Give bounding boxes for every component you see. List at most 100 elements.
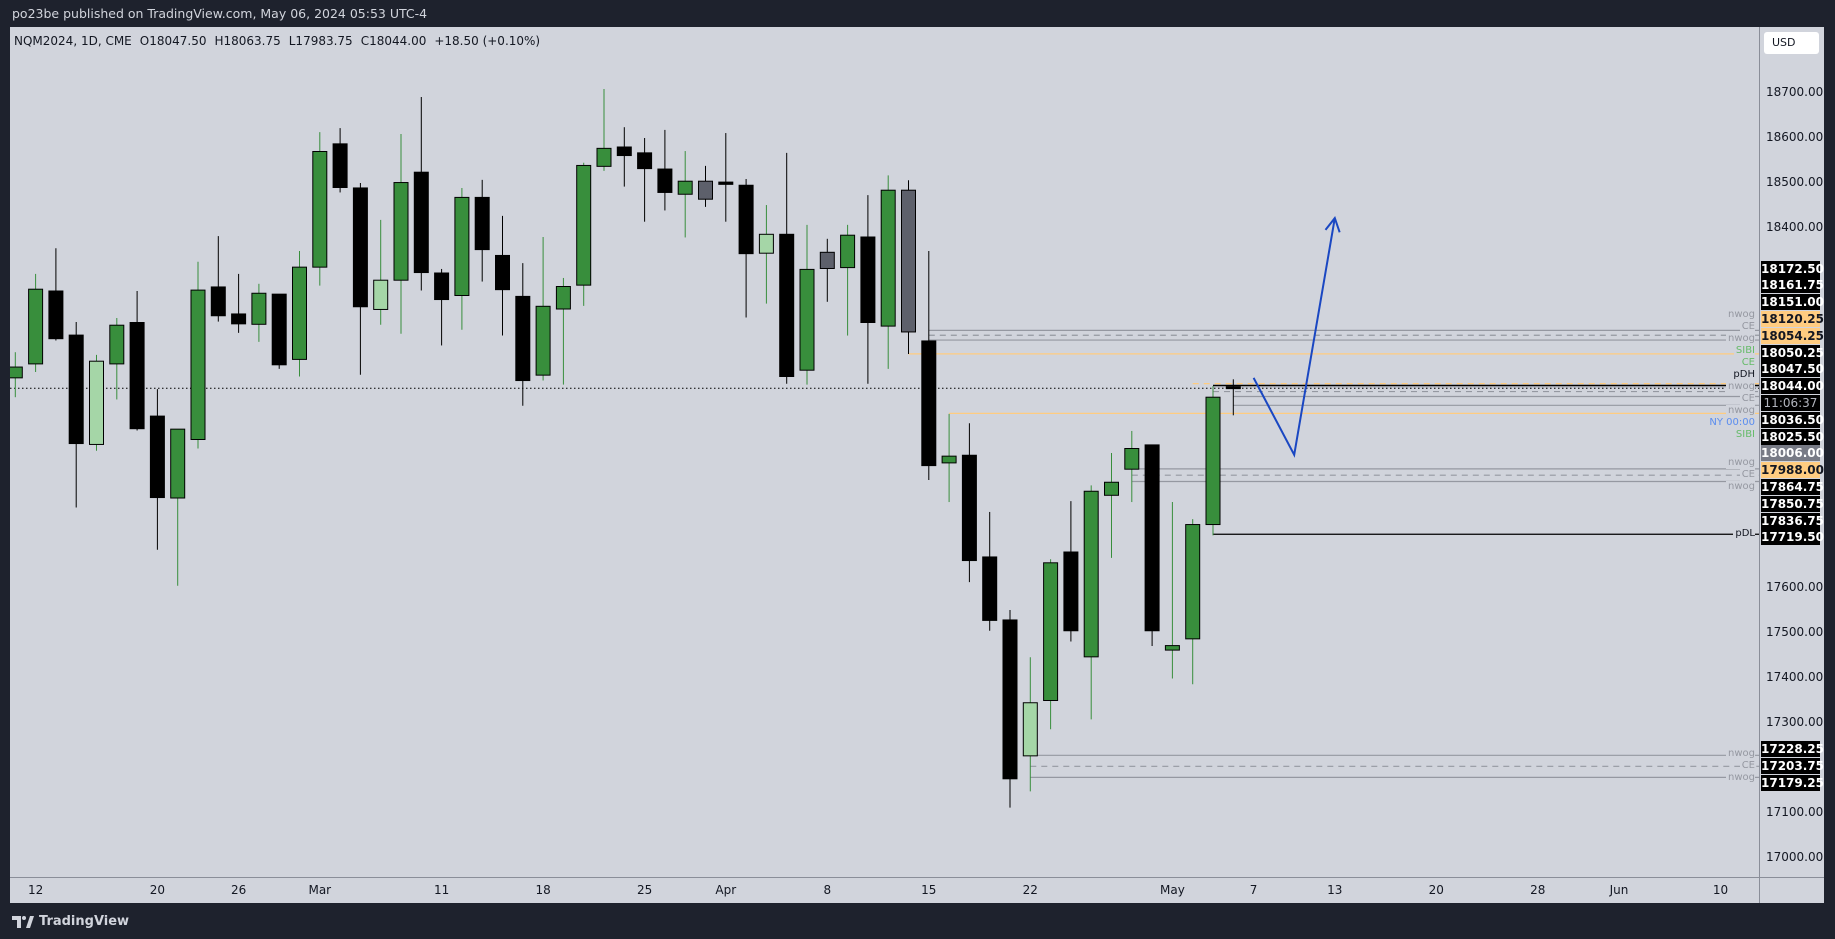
price-label: 18120.25	[1761, 311, 1825, 327]
level-label: nwog	[1726, 748, 1755, 761]
price-tick: 17300.00	[1766, 715, 1824, 729]
legend-close: C18044.00	[360, 34, 427, 48]
candle-body	[170, 428, 186, 499]
candle-body	[1063, 551, 1079, 632]
candle-body	[535, 305, 551, 376]
price-label: 18050.25	[1761, 344, 1825, 361]
price-label: 17850.75	[1761, 495, 1825, 512]
price-label: 18172.50	[1761, 260, 1825, 277]
price-tick: 18600.00	[1766, 130, 1824, 144]
time-tick: 15	[921, 883, 937, 897]
time-tick: 28	[1530, 883, 1546, 897]
candle-body	[454, 196, 470, 296]
candle-body	[89, 360, 104, 445]
tradingview-logo-icon	[12, 915, 34, 928]
candle-body	[48, 290, 64, 340]
level-label: nwog	[1726, 404, 1755, 417]
candle-body	[758, 233, 774, 254]
level-label: NY 00:00	[1707, 416, 1755, 429]
level-label: CE	[1739, 356, 1755, 369]
time-tick: 26	[230, 883, 247, 897]
candle-body	[10, 366, 23, 379]
price-label: 18006.00	[1761, 445, 1825, 462]
level-label: pDL	[1733, 528, 1755, 541]
candle-body	[129, 322, 145, 430]
candle-body	[190, 289, 206, 440]
candle-body	[555, 286, 571, 310]
candle-body	[251, 292, 267, 325]
candle-body	[901, 189, 916, 333]
candle-body	[779, 233, 795, 377]
time-tick: 10	[1712, 883, 1729, 897]
legend-high: H18063.75	[214, 34, 281, 48]
candle-body	[68, 334, 84, 445]
time-tick: Apr	[715, 883, 737, 897]
candle-body	[1083, 490, 1099, 658]
time-tick: 8	[823, 883, 832, 897]
legend-symbol: NQM2024, 1D, CME	[14, 34, 132, 48]
candle-body	[515, 295, 531, 382]
price-label: 18054.25	[1761, 327, 1825, 344]
candle-body	[921, 340, 937, 467]
candle-body	[109, 324, 125, 365]
candle-body	[393, 182, 409, 281]
candle-body	[677, 180, 693, 195]
candle-body	[495, 254, 510, 291]
publish-bar: po23be published on TradingView.com, May…	[0, 0, 1835, 27]
time-tick: Jun	[1609, 883, 1629, 897]
level-label: SIBI	[1733, 428, 1755, 441]
level-label: nwog	[1726, 380, 1755, 393]
price-label: 18047.50	[1761, 361, 1825, 378]
currency-button[interactable]: USD	[1764, 32, 1819, 54]
candle-body	[982, 556, 998, 621]
price-label: 18151.00	[1761, 294, 1825, 311]
legend-change: +18.50 (+0.10%)	[434, 34, 541, 48]
price-tick: 17000.00	[1766, 850, 1824, 864]
level-label: CE	[1739, 469, 1755, 482]
price-tick: 18400.00	[1766, 220, 1824, 234]
publish-info: po23be published on TradingView.com, May…	[12, 6, 428, 21]
tradingview-logo[interactable]: TradingView	[12, 914, 129, 929]
candle-body	[961, 454, 977, 562]
price-tick: 17600.00	[1766, 580, 1824, 594]
candle-body	[474, 196, 490, 251]
candle-body	[840, 234, 856, 269]
candle-body	[616, 146, 632, 157]
level-label: nwog	[1726, 332, 1755, 345]
price-tick: 17100.00	[1766, 805, 1824, 819]
candle-body	[1043, 562, 1059, 701]
projection-arrow-path	[1252, 217, 1336, 458]
price-label: 18161.75	[1761, 277, 1825, 294]
candle-body	[596, 147, 612, 167]
candle-body	[576, 164, 592, 286]
candle-body	[1185, 524, 1201, 640]
candle-body	[718, 181, 734, 185]
candle-body	[413, 171, 429, 274]
candle-body	[657, 168, 673, 193]
candle-body	[860, 236, 876, 323]
candle-body	[738, 184, 754, 255]
price-label: 17836.75	[1761, 512, 1825, 529]
time-axis-divider	[10, 877, 1824, 878]
legend-open: O18047.50	[139, 34, 207, 48]
candle-body	[28, 288, 44, 365]
time-tick: 20	[1428, 883, 1444, 897]
candle-body	[210, 286, 226, 317]
level-label: CE	[1739, 392, 1755, 405]
time-tick: Mar	[308, 883, 332, 897]
bar-countdown: 11:06:37	[1761, 395, 1820, 411]
price-tick: 17500.00	[1766, 625, 1824, 639]
legend-low: L17983.75	[288, 34, 353, 48]
level-label: nwog	[1726, 772, 1755, 785]
candle-body	[312, 151, 328, 268]
candle-body	[698, 180, 713, 200]
price-label: 17988.00	[1761, 462, 1825, 479]
time-tick: 12	[27, 883, 44, 897]
price-tick: 18500.00	[1766, 175, 1824, 189]
candle-body	[1022, 702, 1038, 757]
price-label: 17179.25	[1761, 774, 1825, 791]
candle-body	[1104, 481, 1119, 496]
price-label: 17719.50	[1761, 529, 1825, 546]
level-label: nwog	[1726, 457, 1755, 470]
